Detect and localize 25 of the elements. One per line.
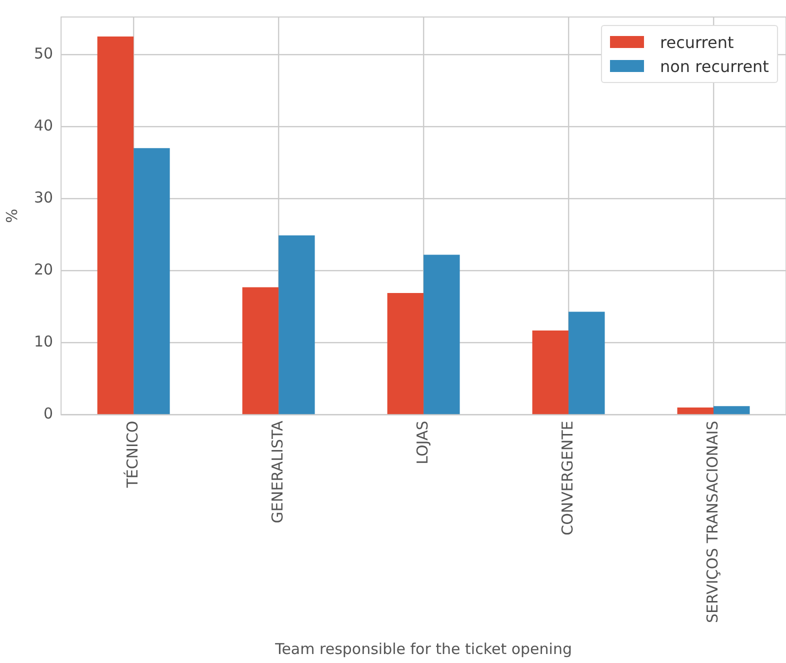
bar xyxy=(677,408,714,414)
x-tick-label: GENERALISTA xyxy=(268,420,286,524)
legend-label: non recurrent xyxy=(660,56,769,76)
y-tick-label: 40 xyxy=(34,116,54,134)
legend-label: recurrent xyxy=(660,32,734,52)
bar xyxy=(134,148,170,414)
bar xyxy=(387,292,424,414)
x-tick-label: SERVIÇOS TRANSACIONAIS xyxy=(703,420,722,624)
bar xyxy=(242,287,279,414)
bar xyxy=(714,406,750,414)
bar xyxy=(532,330,569,414)
bar xyxy=(278,235,315,414)
x-tick-label: TÉCNICO xyxy=(123,420,142,489)
bar xyxy=(424,254,460,414)
y-axis-title: % xyxy=(2,208,21,224)
y-tick-label: 50 xyxy=(34,44,54,62)
bar xyxy=(97,36,134,414)
x-axis-title: Team responsible for the ticket opening xyxy=(274,640,572,658)
y-tick-label: 0 xyxy=(44,404,54,423)
bar xyxy=(568,312,605,414)
x-tick-label: LOJAS xyxy=(413,420,432,464)
y-tick-label: 20 xyxy=(34,260,54,279)
y-tick-label: 10 xyxy=(34,332,54,351)
y-tick-label: 30 xyxy=(34,188,54,206)
x-tick-label: CONVERGENTE xyxy=(558,420,576,536)
